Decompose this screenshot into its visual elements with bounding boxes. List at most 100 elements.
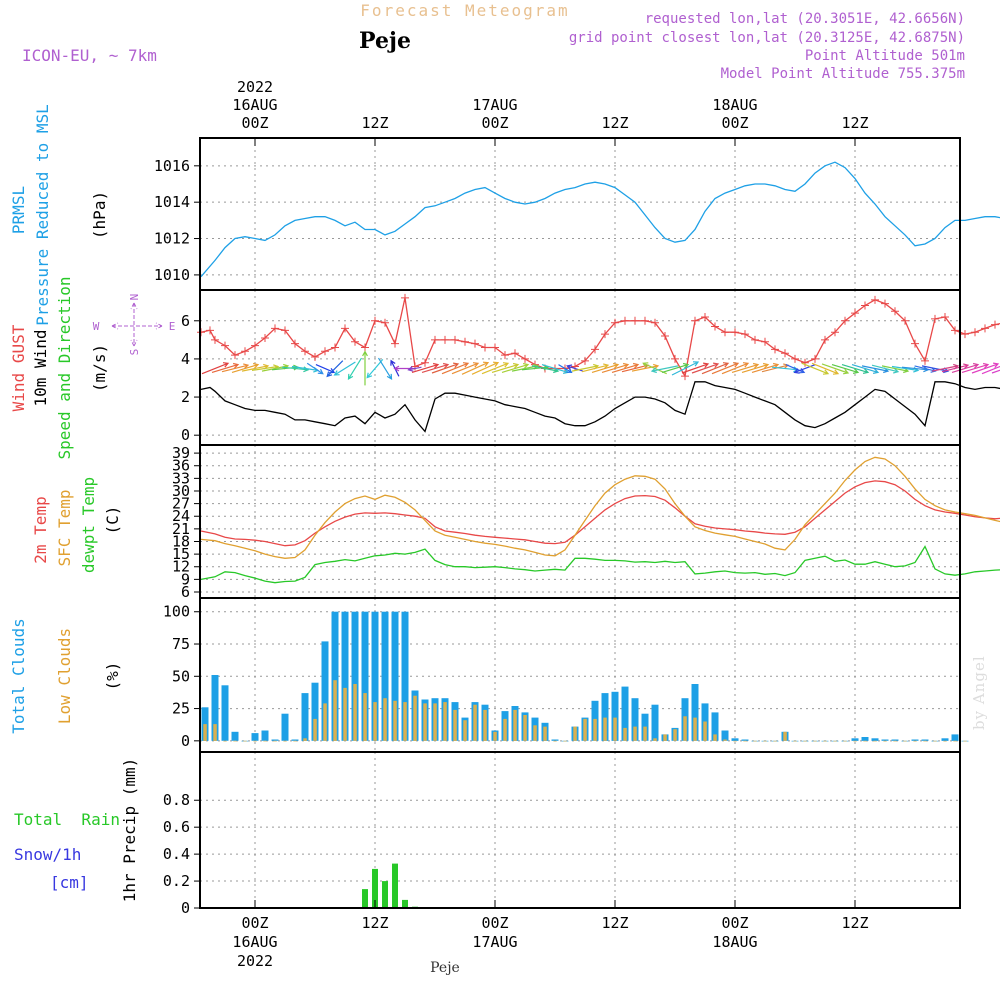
wind-arrow — [661, 362, 690, 373]
clouds-bar-low-clouds — [933, 740, 937, 742]
pressure-ytick-label: 1016 — [154, 157, 190, 175]
clouds-bar-low-clouds — [583, 718, 587, 741]
clouds-bar-low-clouds — [783, 731, 787, 741]
top-year-label: 2022 — [237, 78, 273, 96]
gust-marker — [761, 337, 769, 346]
wind-arrow — [221, 363, 250, 373]
wind-ytick-label: 6 — [181, 312, 190, 330]
clouds-bar-low-clouds — [563, 740, 567, 742]
chart-title: Forecast Meteogram — [360, 1, 569, 20]
clouds-bar-total-clouds — [281, 713, 289, 741]
wind-arrow — [811, 362, 840, 375]
wind-arrow — [326, 360, 344, 378]
wind-arrow — [481, 362, 510, 375]
wind-arrow — [393, 365, 416, 372]
gust-marker — [271, 324, 279, 333]
gust-marker — [941, 312, 949, 321]
gust-marker — [361, 343, 369, 352]
clouds-bar-low-clouds — [773, 740, 777, 742]
gust-marker — [821, 335, 829, 344]
precip-bar-total-rain — [382, 881, 388, 908]
clouds-bar-low-clouds — [383, 698, 387, 741]
gust-marker — [841, 316, 849, 325]
gust-marker — [891, 307, 899, 316]
clouds-bar-total-clouds — [871, 738, 879, 741]
clouds-bar-low-clouds — [673, 729, 677, 741]
clouds-panel: 0 25 50 75 100 — [163, 597, 969, 753]
temperature-ytick-label: 9 — [181, 570, 190, 588]
temperature-frame — [199, 444, 961, 599]
wind-arrow — [377, 357, 393, 380]
pressure-labels: PRMSL Pressure Reduced to MSL (hPa) — [9, 104, 109, 326]
temperature-ytick-label: 27 — [172, 495, 190, 513]
gust-marker — [221, 341, 229, 350]
precip-ytick-label: 0.6 — [163, 818, 190, 836]
gust-marker — [351, 337, 359, 346]
gust-marker — [281, 326, 289, 335]
model-point-altitude: Model Point Altitude 755.375m — [721, 66, 965, 82]
bottom-time-label: 00Z — [241, 914, 268, 932]
bottom-date-label: 16AUG — [232, 933, 277, 951]
temperature-ytick-label: 6 — [181, 583, 190, 601]
wind-series-10m-wind — [200, 381, 1000, 433]
gust-marker — [206, 326, 214, 335]
wind-arrow — [650, 365, 679, 374]
wind-arrow — [501, 362, 530, 373]
gust-marker — [741, 330, 749, 339]
clouds-bar-total-clouds — [741, 739, 749, 741]
clouds-bar-total-clouds — [251, 733, 259, 741]
clouds-bar-low-clouds — [443, 702, 447, 741]
clouds-bar-low-clouds — [833, 740, 837, 742]
clouds-bar-low-clouds — [453, 709, 457, 741]
wind-arrow — [421, 362, 450, 373]
pressure-frame — [199, 137, 961, 291]
clouds-bar-low-clouds — [503, 718, 507, 741]
temperature-series-dewpt-temp — [200, 545, 1000, 584]
clouds-bar-total-clouds — [301, 693, 309, 741]
gust-marker — [871, 295, 879, 304]
gust-marker — [681, 372, 689, 381]
wind-arrow — [601, 362, 630, 373]
clouds-bar-low-clouds — [923, 740, 927, 742]
gust-marker — [831, 328, 839, 337]
model-label: ICON-EU, ~ 7km — [22, 46, 157, 65]
wind-arrow — [741, 362, 770, 373]
clouds-bar-total-clouds — [951, 734, 959, 741]
wind-arrow — [991, 369, 1000, 374]
precip-label-cm: [cm] — [50, 873, 89, 892]
wind-arrow — [231, 362, 260, 373]
clouds-bar-low-clouds — [353, 684, 357, 741]
wind-label-speed-dir: Speed and Direction — [55, 276, 74, 459]
temperature-ytick-label: 24 — [172, 507, 190, 525]
compass-east: E — [169, 320, 176, 333]
clouds-bar-total-clouds — [691, 684, 699, 741]
wind-arrow — [566, 364, 583, 372]
clouds-bar-low-clouds — [283, 740, 287, 742]
temperature-ytick-label: 30 — [172, 482, 190, 500]
clouds-bar-low-clouds — [803, 740, 807, 742]
wind-arrow — [961, 362, 990, 373]
clouds-bar-total-clouds — [721, 730, 729, 741]
gust-marker — [961, 330, 969, 339]
clouds-bar-low-clouds — [433, 703, 437, 741]
wind-arrow — [211, 362, 240, 373]
gust-marker — [771, 345, 779, 354]
clouds-bar-total-clouds — [291, 739, 299, 741]
gust-marker — [671, 354, 679, 363]
pressure-unit: (hPa) — [90, 191, 109, 239]
clouds-bar-low-clouds — [653, 738, 657, 741]
wind-arrow — [871, 364, 900, 374]
wind-arrow — [366, 359, 384, 379]
pressure-ytick-label: 1010 — [154, 266, 190, 284]
bottom-time-label: 12Z — [841, 914, 868, 932]
temperature-series-2m-temp — [200, 480, 1000, 547]
precip-ytick-label: 0 — [181, 899, 190, 917]
clouds-bar-low-clouds — [223, 740, 227, 742]
clouds-bar-low-clouds — [733, 740, 737, 742]
temperature-ytick-label: 36 — [172, 457, 190, 475]
clouds-bar-total-clouds — [361, 611, 369, 741]
wind-arrow — [591, 362, 620, 373]
gust-marker — [861, 301, 869, 310]
gust-marker — [951, 326, 959, 335]
footer-place: Peje — [430, 960, 460, 976]
